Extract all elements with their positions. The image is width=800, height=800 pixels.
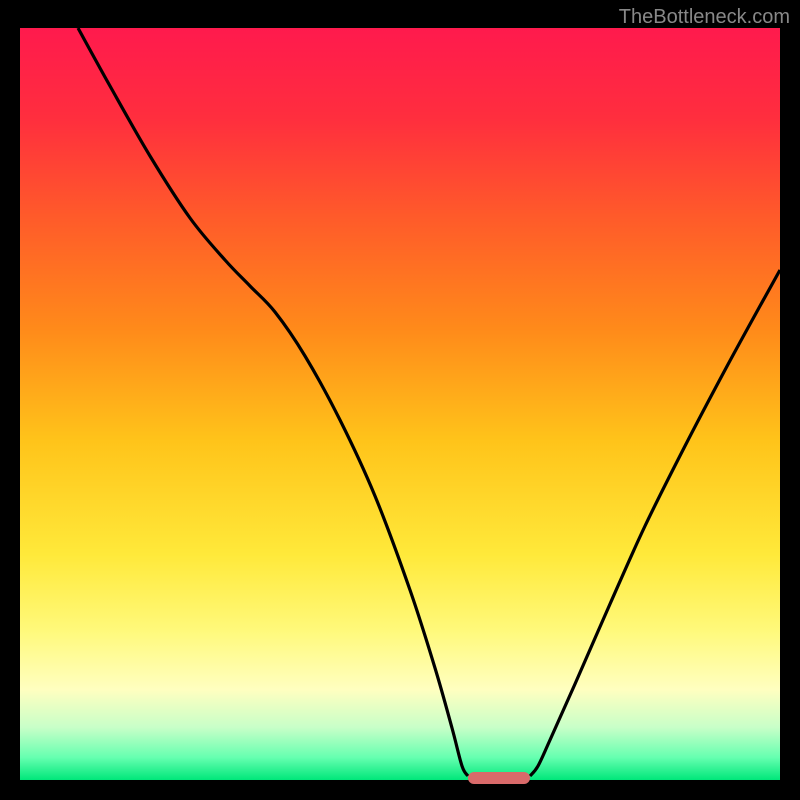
optimal-range-marker [468, 772, 530, 784]
bottleneck-curve [20, 28, 780, 780]
watermark-text: TheBottleneck.com [619, 6, 790, 29]
bottleneck-chart [20, 28, 780, 780]
